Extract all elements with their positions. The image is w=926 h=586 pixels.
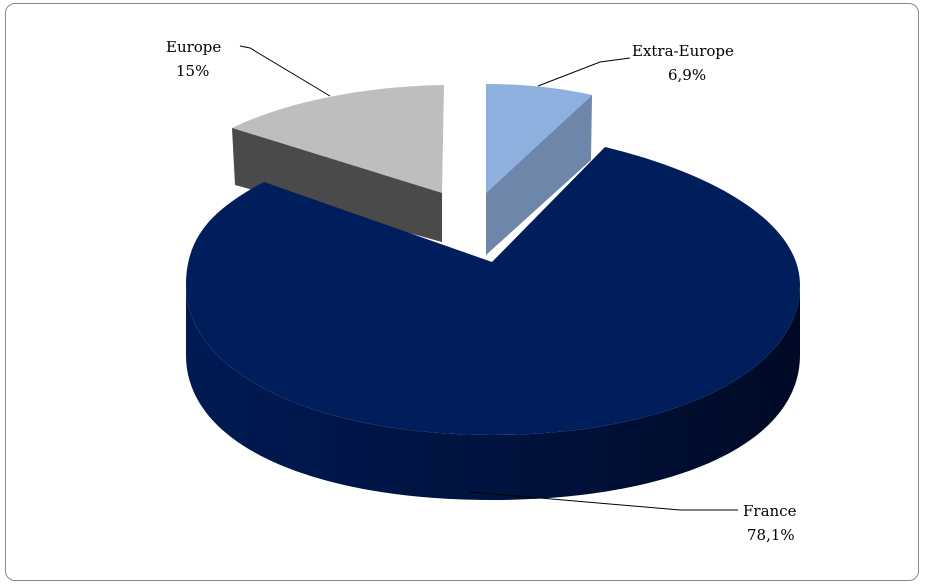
label-france-name: France xyxy=(743,502,797,520)
leader-line-extra-europe xyxy=(538,58,630,86)
label-extra-europe-pct: 6,9% xyxy=(668,66,706,84)
label-extra-europe-name: Extra-Europe xyxy=(632,42,734,60)
label-france-pct: 78,1% xyxy=(747,526,795,544)
label-europe-name: Europe xyxy=(166,38,221,56)
leader-line-europe xyxy=(240,46,330,96)
label-europe-pct: 15% xyxy=(176,62,209,80)
